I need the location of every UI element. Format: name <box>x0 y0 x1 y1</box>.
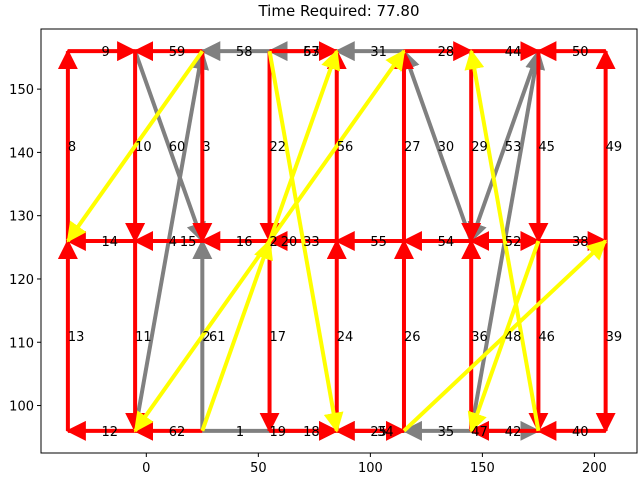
edge-label-14-4: 14 <box>101 235 118 250</box>
edge-label-39-53: 39 <box>606 330 623 345</box>
edge-label-27-33: 27 <box>404 140 421 155</box>
edge-53 <box>467 50 541 243</box>
edge-label-19-22: 19 <box>270 425 287 440</box>
edge-7 <box>66 49 204 243</box>
edge-label-13-1: 13 <box>68 330 85 345</box>
edge-label-57-24: 57 <box>303 45 320 60</box>
edge-label-36-40: 36 <box>471 330 488 345</box>
edge-60 <box>133 50 206 243</box>
edge-label-20-21: 20 <box>281 235 298 250</box>
x-tick-label-200: 200 <box>582 461 607 476</box>
edge-23 <box>267 50 344 433</box>
edge-label-28-35: 28 <box>438 45 455 60</box>
edge-label-53-43: 53 <box>505 140 522 155</box>
edge-label-45-47: 45 <box>538 140 555 155</box>
edge-label-26-34: 26 <box>404 330 421 345</box>
edge-label-2-13: 2 <box>202 330 210 345</box>
edge-label-47-41: 47 <box>471 425 488 440</box>
y-tick-label-140: 140 <box>9 146 34 161</box>
edge-label-34-32: 34 <box>377 425 394 440</box>
edge-21 <box>133 239 272 433</box>
edge-label-29-39: 29 <box>471 140 488 155</box>
edge-label-61-14: 61 <box>209 330 226 345</box>
edge-label-10-3: 10 <box>135 140 152 155</box>
edge-30 <box>400 49 474 242</box>
edge-label-48-45: 48 <box>505 330 522 345</box>
plot-area-frame <box>40 28 638 454</box>
edge-label-56-27: 56 <box>337 140 354 155</box>
edge-label-42-46: 42 <box>505 425 522 440</box>
edge-label-60-11: 60 <box>169 140 186 155</box>
edge-label-54-37: 54 <box>438 235 455 250</box>
edge-label-50-49: 50 <box>572 45 589 60</box>
edge-label-16-15: 16 <box>236 235 253 250</box>
edge-label-33-25: 33 <box>303 235 320 250</box>
edge-48 <box>467 240 541 433</box>
edge-label-4-8: 4 <box>169 235 177 250</box>
edge-label-11-5: 11 <box>135 330 152 345</box>
edge-label-15-9: 15 <box>180 235 197 250</box>
edge-label-25-31: 25 <box>370 425 387 440</box>
x-tick-label-50: 50 <box>250 461 267 476</box>
edge-label-30-36: 30 <box>438 140 455 155</box>
edge-2 <box>200 239 273 432</box>
x-tick-label-100: 100 <box>358 461 383 476</box>
edge-label-24-28: 24 <box>337 330 354 345</box>
edge-label-55-30: 55 <box>370 235 387 250</box>
edge-label-8-0: 8 <box>68 140 76 155</box>
edge-32 <box>267 49 341 242</box>
edge-label-59-10: 59 <box>169 45 186 60</box>
edge-label-49-52: 49 <box>606 140 623 155</box>
edge-label-40-51: 40 <box>572 425 589 440</box>
edge-label-52-44: 52 <box>505 235 522 250</box>
edge-label-17-19: 17 <box>270 330 287 345</box>
y-tick-label-100: 100 <box>9 400 34 415</box>
y-tick-label-120: 120 <box>9 273 34 288</box>
edge-label-35-38: 35 <box>438 425 455 440</box>
edge-label-38-50: 38 <box>572 235 589 250</box>
chart-title: Time Required: 77.80 <box>257 2 419 20</box>
y-tick-label-150: 150 <box>9 83 34 98</box>
edge-33 <box>267 49 406 243</box>
edge-label-62-7: 62 <box>169 425 186 440</box>
edge-label-44-42: 44 <box>505 45 522 60</box>
edge-label-2-20: 2 <box>270 235 278 250</box>
edge-label-31-29: 31 <box>370 45 387 60</box>
edge-label-58-17: 58 <box>236 45 253 60</box>
edge-label-3-12: 3 <box>202 140 210 155</box>
y-tick-label-110: 110 <box>9 336 34 351</box>
edge-label-12-6: 12 <box>101 425 118 440</box>
y-tick-label-130: 130 <box>9 210 34 225</box>
edge-label-63-23: 63 <box>303 45 320 60</box>
x-tick-label-0: 0 <box>142 461 150 476</box>
edges-layer <box>57 41 616 441</box>
x-axis: 0 50 100 150 200 <box>142 453 607 476</box>
edge-label-22-18: 22 <box>270 140 287 155</box>
y-axis: 100 110 120 130 140 150 <box>9 83 41 415</box>
edge-label-9-2: 9 <box>101 45 109 60</box>
edge-51 <box>464 49 541 432</box>
edge-label-46-48: 46 <box>538 330 555 345</box>
edge-label-1-16: 1 <box>236 425 244 440</box>
edge-label-18-26: 18 <box>303 425 320 440</box>
x-tick-label-150: 150 <box>470 461 495 476</box>
